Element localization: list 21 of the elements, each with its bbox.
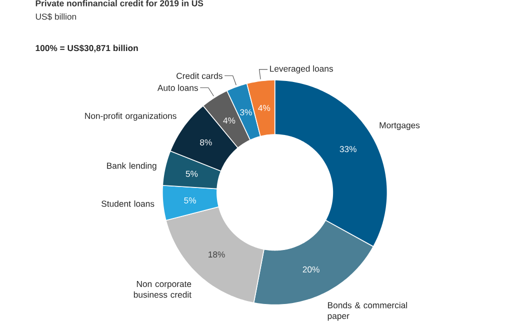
data-label: 4% (223, 117, 236, 124)
slice-label: Non corporate business credit (134, 280, 192, 298)
chart-title: Private nonfinancial credit for 2019 in US (36, 0, 204, 6)
slice-label: Bonds & commercial paper (328, 302, 407, 321)
slice-label: Leveraged loans (270, 65, 333, 74)
slice-label: Mortgages (380, 122, 420, 130)
data-label: 18% (208, 251, 225, 258)
data-label: 20% (302, 266, 320, 272)
data-label: 8% (200, 139, 212, 146)
data-label: 4% (258, 104, 270, 111)
data-label: 3% (240, 109, 252, 116)
slice-label: Non-profit organizations (85, 112, 176, 120)
data-label: 5% (186, 170, 198, 177)
data-label: 33% (340, 146, 356, 152)
text: 100% = US$30,871 billion (36, 44, 138, 52)
slice-label: Bank lending (107, 162, 156, 170)
slice-label: Auto loans (157, 84, 198, 91)
slice-label: Student loans (102, 200, 154, 207)
slice-label: Credit cards (176, 72, 222, 79)
chart-subtitle: US$ billion (36, 13, 76, 20)
data-label: 5% (184, 197, 196, 204)
